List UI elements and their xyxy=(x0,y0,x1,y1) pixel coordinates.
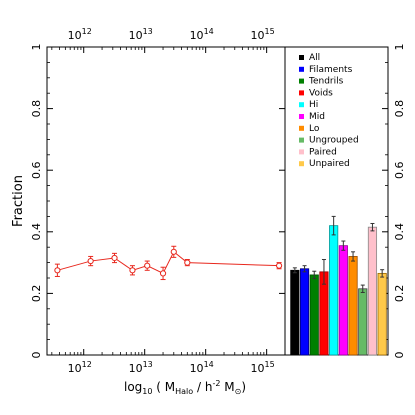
x-label-mid: / h xyxy=(193,380,212,394)
tick-base: 10 xyxy=(190,29,204,42)
y-tick-label: 0.2 xyxy=(30,285,43,303)
legend-swatch xyxy=(299,114,304,119)
bottom-x-tick-label: 1014 xyxy=(190,360,214,375)
bars xyxy=(290,215,387,356)
bottom-x-tick-label: 1012 xyxy=(68,360,92,375)
legend-label-mid: Mid xyxy=(309,112,325,122)
bar-panel: 0 0.2 0.4 0.6 0.8 1 All Filaments TendrilsVoids… xyxy=(284,44,406,359)
data-point xyxy=(275,262,283,269)
legend-label-paired: Paired xyxy=(309,147,337,157)
legend-label-tendrils: Tendrils xyxy=(308,77,344,87)
tick-base: 10 xyxy=(251,362,265,375)
top-axis-labels: 1012 1013 1014 1015 xyxy=(68,27,275,42)
data-point xyxy=(54,267,61,274)
main-plot-panel: 1012 1013 1014 1015 1012 1013 1014 1015 00.20.… xyxy=(11,27,286,396)
x-label-prefix: log xyxy=(124,380,142,394)
legend-label-all: All xyxy=(309,53,320,63)
tick-base: 10 xyxy=(129,29,143,42)
legend-swatch xyxy=(299,102,304,108)
data-point xyxy=(159,270,167,277)
data-point xyxy=(129,267,136,274)
left-y-tick-labels: 0 0.2 0.4 0.6 0.8 1 xyxy=(30,44,43,359)
bottom-axis-labels: 1012 1013 1014 1015 xyxy=(68,360,275,375)
right-y-tick-label: 0.8 xyxy=(393,100,406,118)
x-label-h-sup: -2 xyxy=(212,379,220,388)
x-label-m-sub: Halo xyxy=(175,387,193,396)
legend-label-filaments: Filaments xyxy=(309,65,353,75)
tick-exponent: 13 xyxy=(143,27,153,36)
bottom-x-tick-label: 1015 xyxy=(251,360,275,375)
x-label-prefix-sub: 10 xyxy=(142,387,152,396)
tick-exponent: 12 xyxy=(82,27,92,36)
top-x-tick-label: 1013 xyxy=(129,27,153,42)
bar-hi xyxy=(329,225,339,356)
x-label-sun-sub: ⊙ xyxy=(235,387,242,396)
legend-swatch xyxy=(299,90,304,96)
legend-swatch xyxy=(299,137,304,143)
tick-exponent: 13 xyxy=(143,360,153,369)
bar-all xyxy=(290,269,300,356)
top-x-tick-label: 1015 xyxy=(251,27,275,42)
x-label-open: ( M xyxy=(152,380,175,394)
bar-unpaired xyxy=(377,272,387,356)
y-tick-label: 0 xyxy=(30,352,43,359)
y-axis-label: Fraction xyxy=(11,175,26,227)
legend-label-unpaired: Unpaired xyxy=(309,159,350,169)
bar-ungrouped xyxy=(358,288,368,356)
main-major-ticks xyxy=(47,46,285,356)
y-tick-label: 1 xyxy=(30,44,43,51)
tick-exponent: 14 xyxy=(204,360,214,369)
tick-exponent: 14 xyxy=(204,27,214,36)
bar-lo xyxy=(348,256,358,356)
tick-base: 10 xyxy=(68,362,82,375)
top-x-tick-label: 1014 xyxy=(190,27,214,42)
right-y-tick-label: 0 xyxy=(393,352,406,359)
main-minor-ticks xyxy=(47,47,286,355)
tick-base: 10 xyxy=(251,29,265,42)
bar-paired xyxy=(367,226,378,356)
y-tick-label: 0.6 xyxy=(30,161,43,179)
x-label-close: ) xyxy=(241,380,246,394)
tick-base: 10 xyxy=(190,362,204,375)
data-point xyxy=(87,257,94,265)
y-tick-label: 0.8 xyxy=(30,100,43,118)
legend-swatch xyxy=(299,78,304,84)
y-tick-label: 0.4 xyxy=(30,223,43,241)
legend-swatch xyxy=(299,125,304,131)
x-axis-label: log10 ( MHalo / h-2 M⊙) xyxy=(124,379,246,396)
tick-exponent: 15 xyxy=(265,27,275,36)
data-point xyxy=(111,254,118,262)
legend-label-voids: Voids xyxy=(309,88,333,98)
legend-swatch xyxy=(299,55,304,60)
bar-tendrils xyxy=(309,274,319,356)
legend-label-ungrouped: Ungrouped xyxy=(309,136,359,146)
main-plot-frame xyxy=(46,46,286,356)
x-label-after: M xyxy=(220,380,234,394)
tick-base: 10 xyxy=(68,29,82,42)
legend-label-hi: Hi xyxy=(309,100,318,110)
data-point xyxy=(184,259,191,266)
legend-swatch xyxy=(299,161,304,167)
bar-filaments xyxy=(299,268,310,356)
top-x-tick-label: 1012 xyxy=(68,27,92,42)
right-y-tick-label: 0.6 xyxy=(393,161,406,179)
right-y-tick-labels: 0 0.2 0.4 0.6 0.8 1 xyxy=(393,44,406,359)
right-y-tick-label: 0.2 xyxy=(393,285,406,303)
right-y-tick-label: 0.4 xyxy=(393,223,406,241)
legend-swatch xyxy=(299,149,304,155)
data-point xyxy=(144,262,151,269)
legend-label-lo: Lo xyxy=(309,124,320,134)
tick-exponent: 15 xyxy=(265,360,275,369)
fraction-series xyxy=(54,245,283,281)
right-y-tick-label: 1 xyxy=(393,44,406,51)
bottom-x-tick-label: 1013 xyxy=(129,360,153,375)
bar-mid xyxy=(338,245,348,356)
tick-base: 10 xyxy=(129,362,143,375)
legend-swatch xyxy=(299,66,304,72)
data-point xyxy=(170,248,177,255)
tick-exponent: 12 xyxy=(82,360,92,369)
